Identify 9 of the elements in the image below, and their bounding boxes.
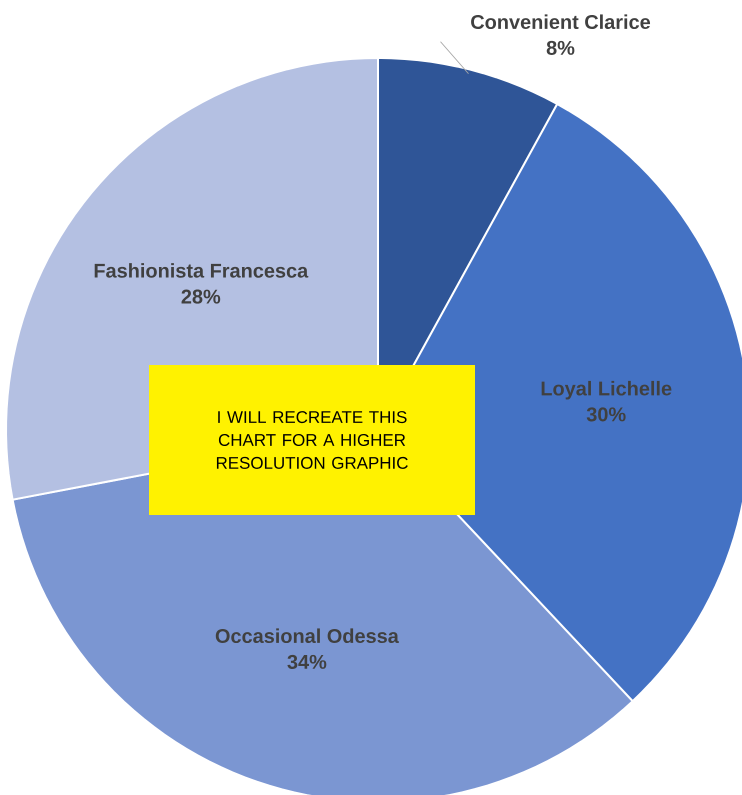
data-label: 8% <box>546 40 574 55</box>
data-label: 30% <box>586 407 626 422</box>
data-label: 34% <box>287 654 326 669</box>
slice-label: Fashionista Francesca <box>94 263 308 278</box>
data-label: 28% <box>182 290 220 304</box>
slice-label: Loyal Lichelle <box>542 380 672 400</box>
slice-label: Convenient Clarice <box>471 14 650 30</box>
slice-label: Occasional Odessa <box>216 628 399 644</box>
text: I WILL RECREATE THIS CHART FOR A HIGHER RESOLUTION GRAPHIC <box>216 411 408 469</box>
